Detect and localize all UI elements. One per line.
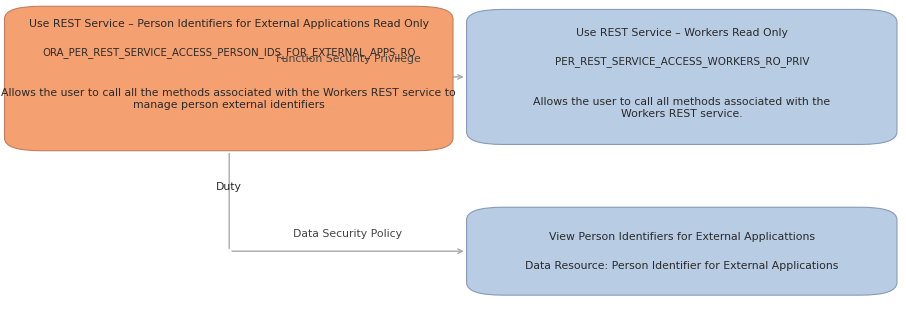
FancyBboxPatch shape — [5, 6, 453, 151]
Text: Use REST Service – Workers Read Only: Use REST Service – Workers Read Only — [576, 28, 787, 38]
Text: Data Resource: Person Identifier for External Applications: Data Resource: Person Identifier for Ext… — [525, 261, 838, 271]
Text: Function Security Privilege: Function Security Privilege — [275, 54, 420, 64]
Text: Use REST Service – Person Identifiers for External Applications Read Only: Use REST Service – Person Identifiers fo… — [29, 19, 429, 29]
FancyBboxPatch shape — [467, 9, 897, 144]
Text: Duty: Duty — [216, 182, 242, 192]
Text: View Person Identifiers for External Applicattions: View Person Identifiers for External App… — [549, 232, 814, 242]
Text: Data Security Policy: Data Security Policy — [294, 229, 402, 239]
Text: Allows the user to call all the methods associated with the Workers REST service: Allows the user to call all the methods … — [2, 88, 456, 110]
Text: PER_REST_SERVICE_ACCESS_WORKERS_RO_PRIV: PER_REST_SERVICE_ACCESS_WORKERS_RO_PRIV — [554, 57, 809, 68]
Text: Allows the user to call all methods associated with the
Workers REST service.: Allows the user to call all methods asso… — [534, 97, 830, 119]
Text: ORA_PER_REST_SERVICE_ACCESS_PERSON_IDS_FOR_EXTERNAL_APPS_RO: ORA_PER_REST_SERVICE_ACCESS_PERSON_IDS_F… — [42, 47, 416, 58]
FancyBboxPatch shape — [467, 207, 897, 295]
